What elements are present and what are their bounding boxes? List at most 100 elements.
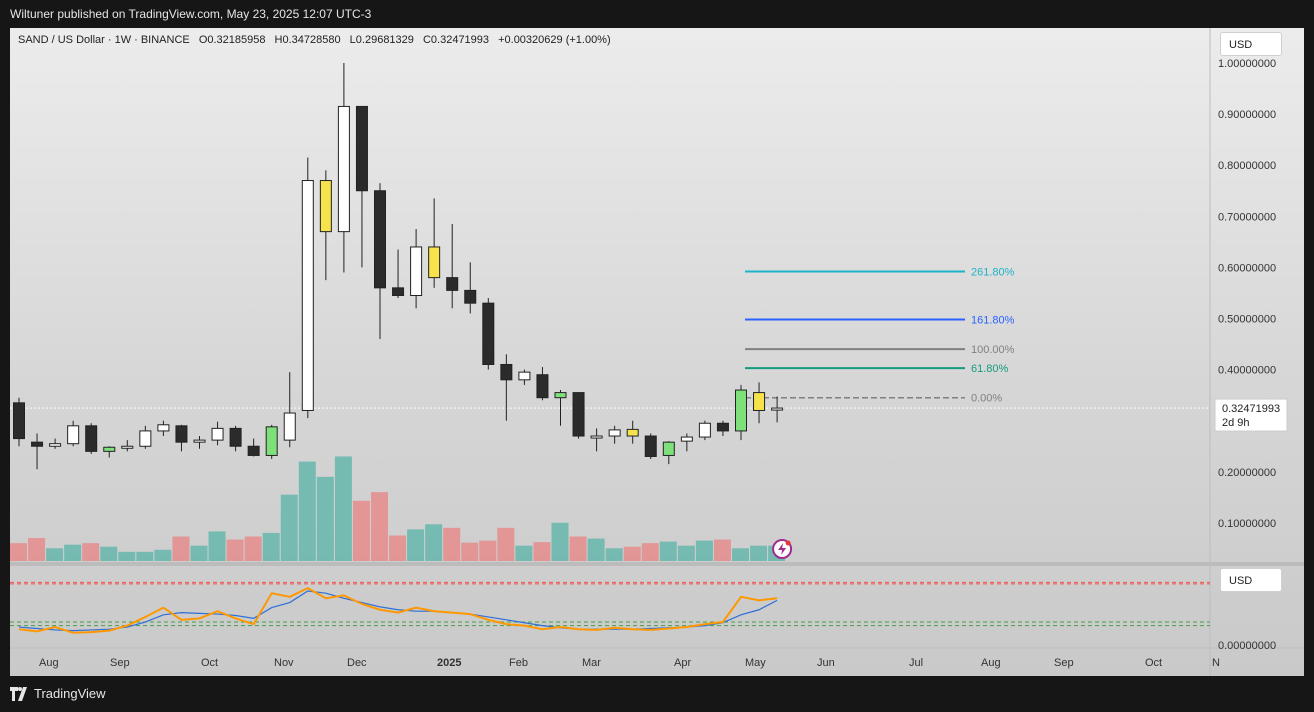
candle-body[interactable] [392, 287, 405, 297]
last-price-badge [1214, 398, 1288, 432]
time-axis-label: Mar [582, 657, 601, 669]
candle-body[interactable] [31, 441, 44, 447]
candle-body[interactable] [67, 425, 80, 445]
volume-bar [118, 551, 136, 561]
price-tick-label: 0.10000000 [1218, 518, 1276, 530]
volume-bar [515, 545, 533, 561]
price-currency-button[interactable]: USD [1220, 32, 1282, 56]
candle-body[interactable] [518, 371, 531, 381]
candle-body[interactable] [229, 427, 242, 447]
candle-body[interactable] [211, 427, 224, 441]
price-tick-label: 0.20000000 [1218, 467, 1276, 479]
candle-body[interactable] [446, 277, 459, 291]
candle-body[interactable] [698, 422, 711, 438]
volume-bar [244, 536, 262, 561]
candle-body[interactable] [716, 422, 729, 432]
candle-body[interactable] [337, 105, 350, 233]
volume-bar [425, 524, 443, 561]
candle-body[interactable] [247, 445, 260, 456]
candle-body[interactable] [735, 389, 747, 432]
price-tick-label: 0.50000000 [1218, 314, 1276, 326]
volume-bar [262, 532, 280, 561]
candle-body[interactable] [626, 428, 639, 437]
candle-body[interactable] [139, 430, 152, 447]
candle-body[interactable] [680, 436, 693, 442]
candle-body[interactable] [464, 289, 477, 304]
publisher-line: Wiltuner published on TradingView.com, M… [10, 7, 372, 21]
volume-bar [389, 535, 407, 561]
candle-body[interactable] [301, 180, 314, 411]
candle-body[interactable] [319, 180, 332, 233]
candle-body[interactable] [121, 445, 134, 449]
volume-bar [732, 548, 749, 561]
volume-bar [208, 531, 226, 561]
volume-bar [172, 536, 190, 561]
ohlc-legend: SAND / US Dollar · 1W · BINANCE O0.32185… [18, 34, 617, 46]
candle-body[interactable] [175, 425, 188, 443]
candle-body[interactable] [536, 374, 549, 399]
oscillator-fast-line[interactable] [18, 587, 778, 634]
candle-body[interactable] [374, 190, 386, 289]
volume-bar [677, 545, 695, 561]
time-axis-label: 2025 [437, 657, 461, 669]
volume-bar [479, 540, 497, 561]
candle-body[interactable] [355, 105, 368, 192]
volume-bar [154, 549, 172, 561]
time-axis-label: Jul [909, 657, 923, 669]
volume-bar [695, 540, 713, 561]
candle-body[interactable] [572, 392, 585, 437]
candle-body[interactable] [554, 392, 567, 399]
time-axis-label: Aug [981, 657, 1001, 669]
chart-frame[interactable]: 261.80% 161.80% 100.00% 61.80% 0.00% 1.00000… [10, 28, 1304, 676]
symbol-title[interactable]: SAND / US Dollar · 1W · BINANCE [18, 34, 190, 46]
candle-body[interactable] [283, 412, 296, 441]
volume-bar [226, 539, 244, 561]
candle-body[interactable] [265, 426, 278, 456]
price-chart[interactable]: 261.80% 161.80% 100.00% 61.80% 0.00% 1.00000… [10, 28, 1304, 676]
candle-body[interactable] [410, 246, 423, 297]
candle-body[interactable] [157, 424, 170, 432]
time-axis-label: Nov [274, 657, 294, 669]
volume-bar [407, 529, 425, 561]
candle-body[interactable] [662, 441, 675, 456]
volume-bar [46, 548, 64, 561]
candle-body[interactable] [428, 246, 441, 279]
candle-body[interactable] [13, 402, 25, 440]
volume-bar [461, 542, 479, 561]
price-tick-label: 0.40000000 [1218, 365, 1276, 377]
volume-bar [605, 548, 623, 561]
candle-body[interactable] [590, 435, 603, 439]
candle-body[interactable] [193, 439, 206, 443]
candle-body[interactable] [771, 407, 784, 411]
pane-separator[interactable] [10, 562, 1304, 566]
volume-bar [371, 492, 388, 561]
time-axis-label: Aug [39, 657, 59, 669]
volume-bar [10, 543, 27, 561]
low-value: L0.29681329 [349, 34, 414, 46]
countdown-label: 2d 9h [1222, 417, 1250, 429]
volume-bar [443, 527, 461, 561]
volume-bar [190, 545, 208, 561]
oscillator-currency-button[interactable]: USD [1220, 568, 1282, 592]
time-axis-label: Sep [110, 657, 130, 669]
candle-body[interactable] [49, 443, 62, 447]
volume-bar [298, 461, 316, 561]
tradingview-logo[interactable]: TradingView [10, 686, 106, 701]
candle-body[interactable] [103, 446, 116, 452]
candle-body[interactable] [500, 363, 513, 381]
footer: TradingView [0, 680, 1314, 712]
candle-body[interactable] [482, 302, 495, 365]
price-tick-label: 1.00000000 [1218, 58, 1276, 70]
candle-body[interactable] [608, 429, 621, 437]
volume-bar [352, 500, 370, 561]
oscillator-slow-line[interactable] [18, 590, 778, 632]
time-axis-label: Apr [674, 657, 691, 669]
volume-bar [659, 541, 677, 561]
high-value: H0.34728580 [274, 34, 341, 46]
candle-body[interactable] [644, 435, 657, 457]
candle-body[interactable] [85, 425, 98, 452]
price-tick-label: 0.90000000 [1218, 109, 1276, 121]
candle-body[interactable] [753, 392, 766, 411]
price-tick-label: 0.70000000 [1218, 211, 1276, 223]
fib-level-label: 100.00% [971, 344, 1015, 356]
